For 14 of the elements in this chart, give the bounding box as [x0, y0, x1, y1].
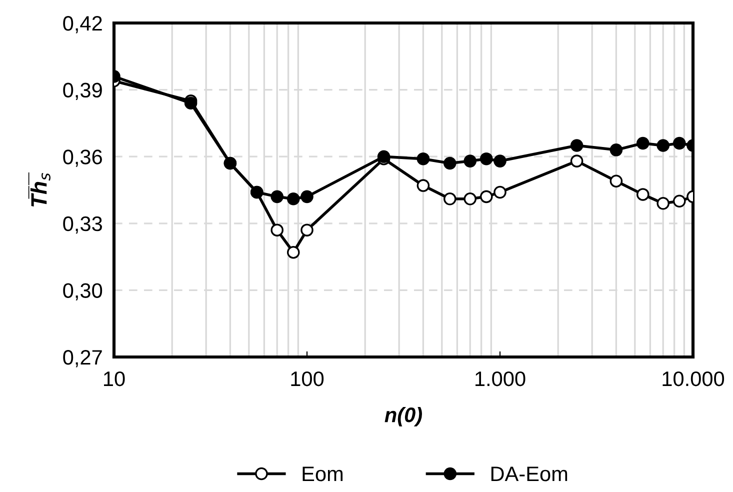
y-tick-label: 0,42: [63, 16, 102, 34]
legend-label: Eom: [302, 466, 343, 482]
legend-label: DA-Eom: [491, 466, 568, 482]
x-axis-title: n(0): [384, 406, 422, 426]
y-tick-label: 0,30: [63, 283, 102, 300]
x-tick-label: 10: [104, 371, 125, 386]
x-tick-label: 1.000: [476, 371, 526, 386]
x-tick-label: 10.000: [662, 371, 724, 386]
x-tick-label: 100: [291, 371, 324, 386]
y-tick-label: 0,27: [63, 350, 102, 368]
y-tick-label: 0,36: [63, 150, 102, 167]
y-tick-label: 0,33: [63, 216, 102, 234]
y-axis-title: T̅h̅$_{s}$: [28, 172, 50, 207]
y-tick-label: 0,39: [63, 82, 102, 100]
